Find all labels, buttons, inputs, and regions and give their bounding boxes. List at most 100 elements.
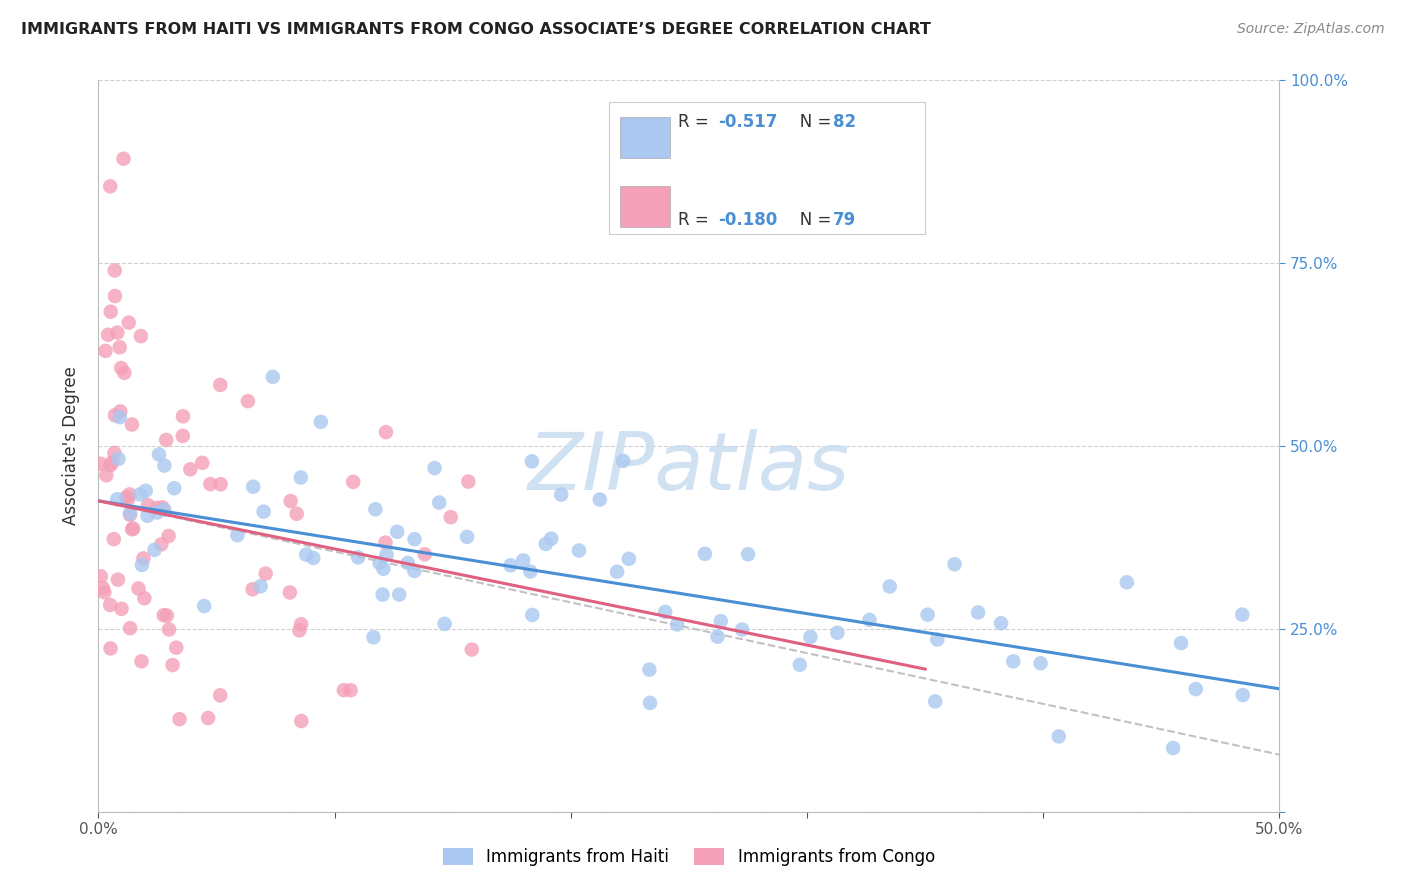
Point (110, 361, 132, 376)
Point (97, 327, 120, 342)
Point (917, 607, 939, 622)
Point (249, 579, 271, 593)
Point (143, 542, 166, 557)
Point (118, 621, 141, 635)
Point (236, 394, 259, 409)
Point (440, 510, 463, 524)
Point (427, 495, 450, 509)
Point (295, 548, 318, 562)
Point (540, 532, 562, 546)
Point (127, 582, 149, 596)
Point (387, 524, 409, 539)
Point (129, 329, 152, 343)
Point (534, 537, 557, 551)
Text: Source: ZipAtlas.com: Source: ZipAtlas.com (1237, 22, 1385, 37)
Point (152, 608, 174, 623)
Point (105, 326, 128, 340)
Text: ZIPatlas: ZIPatlas (527, 429, 851, 507)
Point (654, 605, 676, 619)
Point (134, 591, 156, 606)
Point (693, 547, 716, 561)
Point (375, 548, 398, 562)
Text: 82: 82 (832, 113, 856, 131)
Point (153, 502, 176, 516)
Point (131, 558, 153, 572)
Point (456, 530, 478, 544)
Point (118, 316, 141, 330)
Point (1232, 688, 1254, 702)
Point (96, 468, 118, 483)
Text: N =: N = (783, 113, 837, 131)
Point (148, 447, 170, 461)
Point (1232, 607, 1254, 622)
Text: IMMIGRANTS FROM HAITI VS IMMIGRANTS FROM CONGO ASSOCIATE’S DEGREE CORRELATION CH: IMMIGRANTS FROM HAITI VS IMMIGRANTS FROM… (21, 22, 931, 37)
Point (179, 462, 201, 476)
Point (404, 532, 426, 546)
Point (262, 369, 284, 384)
Point (193, 599, 215, 613)
Text: N =: N = (783, 211, 837, 229)
Point (927, 632, 949, 647)
Point (731, 623, 754, 637)
Point (104, 263, 127, 277)
Point (280, 494, 302, 508)
Point (374, 535, 396, 549)
Point (136, 498, 159, 512)
Point (156, 608, 179, 623)
Point (121, 522, 143, 536)
Point (396, 556, 419, 570)
Point (333, 683, 356, 698)
Point (302, 551, 325, 566)
Point (388, 588, 411, 602)
Point (191, 456, 214, 470)
Point (98, 458, 121, 473)
Point (242, 582, 264, 597)
Point (706, 630, 728, 644)
Point (118, 506, 141, 520)
Point (155, 433, 177, 447)
Point (924, 694, 946, 708)
Point (209, 689, 232, 703)
Point (519, 565, 541, 579)
Point (98, 598, 121, 612)
Text: -0.517: -0.517 (717, 113, 778, 131)
Point (879, 579, 901, 593)
Point (457, 475, 479, 489)
Point (128, 487, 150, 501)
Point (107, 451, 129, 466)
Point (254, 566, 277, 581)
Point (1029, 657, 1052, 671)
Point (1047, 730, 1070, 744)
Point (101, 455, 124, 469)
Point (105, 492, 128, 507)
Point (172, 429, 194, 443)
Point (209, 477, 232, 491)
Point (115, 491, 138, 505)
Text: -0.180: -0.180 (717, 211, 778, 229)
Point (150, 537, 173, 551)
Legend: Immigrants from Haiti, Immigrants from Congo: Immigrants from Haiti, Immigrants from C… (436, 841, 942, 873)
Point (103, 532, 125, 546)
Point (606, 565, 628, 579)
Point (209, 378, 232, 392)
Point (1184, 681, 1206, 696)
Point (375, 425, 398, 439)
Point (112, 366, 135, 380)
Point (710, 614, 733, 628)
Point (423, 461, 446, 475)
Point (371, 588, 394, 602)
Point (612, 454, 634, 468)
Point (943, 558, 966, 572)
Point (197, 711, 219, 725)
Point (252, 505, 274, 519)
Point (1115, 575, 1137, 590)
Point (110, 602, 132, 616)
Point (364, 502, 387, 516)
Point (347, 550, 370, 565)
Point (150, 500, 173, 515)
Point (967, 606, 990, 620)
Point (404, 564, 426, 578)
Point (413, 547, 436, 561)
Point (550, 488, 572, 502)
Point (638, 696, 661, 710)
